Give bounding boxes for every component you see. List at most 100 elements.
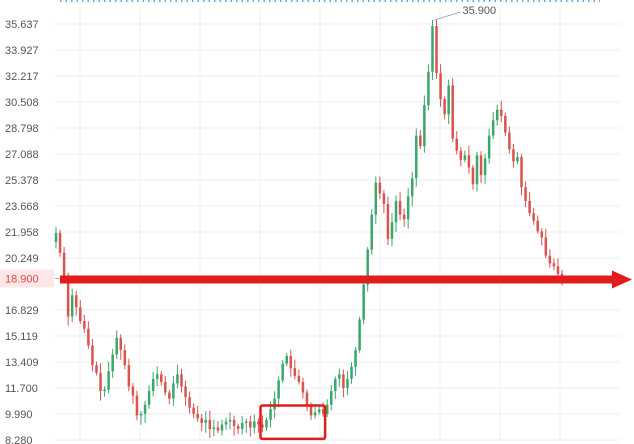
candle [261, 415, 264, 432]
candle [544, 228, 548, 259]
candle-body [475, 155, 479, 185]
candle-body [220, 424, 224, 431]
candle-body [516, 156, 519, 162]
candle [204, 411, 208, 433]
candle-body [463, 155, 467, 160]
candle [475, 151, 479, 192]
candle-body [439, 73, 442, 100]
candle [346, 371, 349, 396]
y-tick-label: 18.900 [5, 274, 39, 286]
candle [228, 412, 232, 430]
candle [394, 195, 398, 232]
candle [119, 334, 123, 360]
candle [249, 415, 252, 437]
candle [139, 410, 143, 425]
candle [330, 385, 333, 411]
candle-body [402, 214, 406, 220]
candle-body [443, 99, 446, 115]
candle [390, 213, 394, 247]
candle [265, 417, 268, 431]
candle-body [491, 120, 495, 136]
candle-body [269, 409, 272, 420]
candle [216, 421, 220, 434]
candle [463, 150, 467, 163]
candle [520, 154, 523, 196]
candle [516, 152, 519, 164]
candle-body [479, 155, 483, 176]
candle-body [216, 427, 220, 431]
candle [176, 364, 179, 389]
candle-body [184, 386, 187, 398]
candle [508, 126, 511, 154]
candle [99, 363, 102, 401]
candle-body [455, 138, 459, 151]
candle [196, 405, 199, 422]
candle-body [204, 419, 208, 423]
candle [338, 368, 341, 387]
candle [159, 370, 163, 386]
candle-body [70, 295, 74, 317]
candle [70, 288, 74, 322]
candle [471, 164, 475, 190]
candle-body [447, 85, 450, 115]
candle [305, 389, 309, 412]
y-tick-label: 20.249 [5, 253, 39, 265]
candle-body [103, 389, 106, 392]
candle-body [123, 349, 127, 366]
candle-body [309, 406, 313, 416]
candle-body [532, 213, 535, 221]
candle-body [471, 167, 475, 185]
candle [236, 423, 240, 435]
candle-body [548, 255, 552, 264]
candle-body [536, 220, 539, 232]
candle-body [277, 380, 280, 399]
candle [107, 361, 110, 394]
candle-body [147, 391, 151, 405]
candle-body [74, 295, 78, 308]
candle-body [419, 135, 422, 147]
candle-body [386, 203, 390, 239]
candle-body [208, 419, 212, 430]
candles [54, 19, 564, 438]
candle-body [354, 349, 357, 367]
candle-body [159, 374, 163, 382]
candle-body [281, 363, 284, 381]
candle [74, 290, 78, 316]
candle [435, 19, 438, 79]
candle [168, 389, 171, 405]
candle [512, 143, 515, 168]
candle-body [540, 231, 544, 238]
y-tick-label: 23.668 [5, 201, 39, 213]
candle-body [79, 307, 82, 322]
candle-body [212, 427, 216, 430]
candle-body [487, 135, 491, 159]
candle-body [305, 392, 309, 407]
candle [79, 300, 82, 324]
candle-body [427, 71, 430, 106]
candle-body [382, 193, 386, 204]
candle [317, 405, 321, 415]
candle-body [180, 374, 183, 387]
candle-body [301, 381, 305, 393]
candle [200, 414, 203, 432]
candle-body [257, 421, 260, 425]
candle [362, 280, 365, 325]
candle [184, 380, 187, 406]
candle-body [370, 214, 373, 250]
candle [253, 414, 256, 434]
candle [504, 112, 507, 137]
candle-body [504, 115, 507, 133]
candle [491, 111, 495, 140]
candle [419, 129, 422, 150]
candle [54, 226, 58, 249]
y-tick-label: 25.378 [5, 175, 39, 187]
y-tick-label: 15.119 [5, 331, 38, 343]
y-tick-label: 11.700 [5, 383, 38, 395]
candle [455, 131, 459, 155]
candle-body [119, 337, 123, 350]
candle [358, 316, 361, 353]
candle-body [483, 158, 487, 176]
candle-body [366, 249, 369, 285]
candle-body [293, 368, 297, 376]
